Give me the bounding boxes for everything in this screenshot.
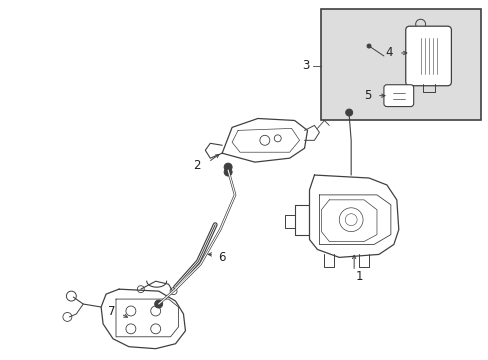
Text: 2: 2 [192, 159, 200, 172]
Circle shape [224, 163, 232, 171]
Text: 5: 5 [363, 89, 370, 102]
Circle shape [345, 109, 352, 116]
Text: 7: 7 [107, 306, 115, 319]
Text: 6: 6 [218, 251, 225, 264]
Text: 3: 3 [302, 59, 309, 72]
Circle shape [224, 168, 232, 176]
Bar [321, 9, 480, 121]
FancyBboxPatch shape [405, 26, 450, 86]
FancyBboxPatch shape [383, 85, 413, 107]
Circle shape [366, 44, 370, 48]
Circle shape [154, 300, 163, 308]
Text: 1: 1 [355, 270, 363, 283]
Text: 4: 4 [385, 46, 392, 59]
